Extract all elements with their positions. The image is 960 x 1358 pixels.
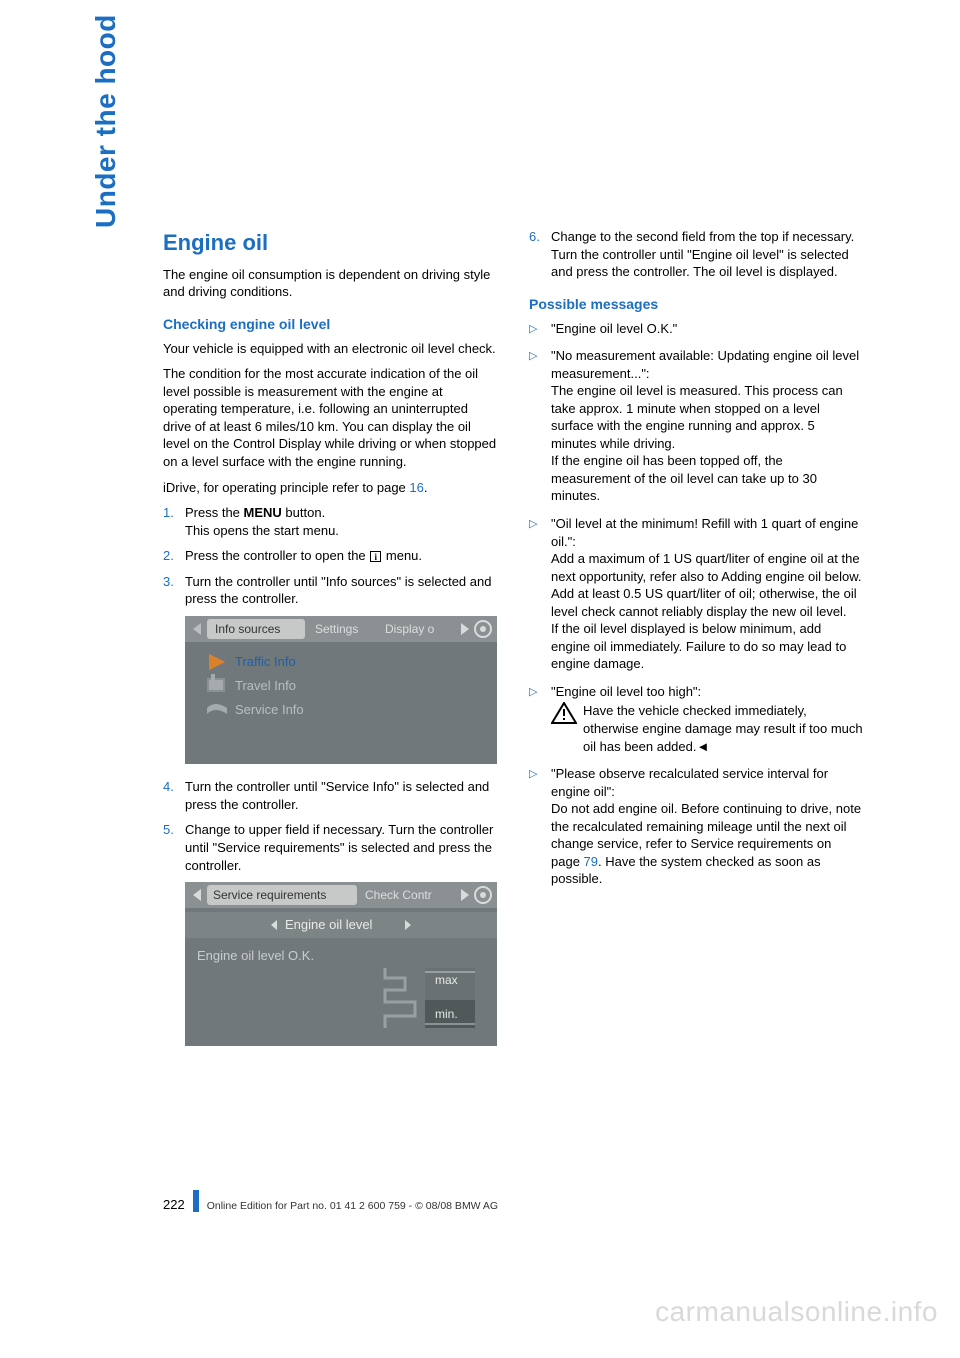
heading-messages: Possible messages: [529, 295, 863, 314]
idrive-post: .: [424, 480, 428, 495]
tab-info-sources: Info sources: [215, 622, 280, 636]
msg4-body: Have the vehicle checked immediately, ot…: [583, 702, 863, 755]
step-6-text: Change to the second field from the top …: [551, 228, 863, 281]
para-idrive: iDrive, for operating principle refer to…: [163, 479, 497, 497]
right-column: 6. Change to the second field from the t…: [529, 228, 863, 1061]
step-5-text: Change to upper field if necessary. Turn…: [185, 821, 497, 874]
step-5-num: 5.: [163, 821, 185, 874]
msg4-title: "Engine oil level too high":: [551, 684, 701, 699]
warning-triangle-icon: [551, 702, 577, 724]
msg5-title: "Please observe recalculated service int…: [551, 766, 828, 799]
step-2-num: 2.: [163, 547, 185, 565]
bullet-icon: ▷: [529, 320, 551, 338]
msg2-body2: If the engine oil has been topped off, t…: [551, 453, 817, 503]
footer: 222 Online Edition for Part no. 01 41 2 …: [163, 1190, 863, 1212]
step-1-num: 1.: [163, 504, 185, 539]
msg-no-measurement: "No measurement available: Updating engi…: [551, 347, 863, 505]
screenshot-info-sources: Info sources Settings Display o Traffic …: [185, 616, 497, 769]
status-ok: Engine oil level O.K.: [197, 948, 314, 963]
step-1-a: Press the: [185, 505, 244, 520]
msg3-body2: If the oil level displayed is below mini…: [551, 621, 846, 671]
step-3-text: Turn the controller until "Info sources"…: [185, 573, 497, 608]
step-2-text: Press the controller to open the i menu.: [185, 547, 497, 565]
left-column: Engine oil The engine oil consumption is…: [163, 228, 497, 1061]
msg2-title: "No measurement available: Updating engi…: [551, 348, 859, 381]
msg3-title: "Oil level at the minimum! Refill with 1…: [551, 516, 858, 549]
heading-engine-oil: Engine oil: [163, 228, 497, 258]
item-traffic: Traffic Info: [235, 654, 296, 669]
steps-list-cont: 4. Turn the controller until "Service In…: [163, 778, 497, 874]
para-equipped: Your vehicle is equipped with an electro…: [163, 340, 497, 358]
screenshot-service-req: Service requirements Check Contr Engine …: [185, 882, 497, 1051]
footer-text: Online Edition for Part no. 01 41 2 600 …: [207, 1200, 498, 1212]
step-6-num: 6.: [529, 228, 551, 281]
step-2-b: menu.: [382, 548, 422, 563]
tab-display: Display o: [385, 622, 435, 636]
row-oil-level: Engine oil level: [285, 917, 373, 932]
msg2-body: The engine oil level is measured. This p…: [551, 383, 843, 451]
menu-button-label: MENU: [244, 505, 282, 520]
bullet-icon: ▷: [529, 347, 551, 505]
para-condition: The condition for the most accurate indi…: [163, 365, 497, 470]
footer-bar: [193, 1190, 199, 1212]
msg-ok: "Engine oil level O.K.": [551, 320, 863, 338]
tab-service-req: Service requirements: [213, 888, 326, 902]
msg-minimum: "Oil level at the minimum! Refill with 1…: [551, 515, 863, 673]
msg-too-high: "Engine oil level too high": Have the ve…: [551, 683, 863, 755]
side-tab: Under the hood: [90, 14, 122, 228]
msg3-body: Add a maximum of 1 US quart/liter of eng…: [551, 551, 862, 619]
msg4-end-marker: ◄: [696, 739, 709, 754]
info-icon: i: [370, 551, 381, 562]
bullet-icon: ▷: [529, 515, 551, 673]
steps-list: 1. Press the MENU button. This opens the…: [163, 504, 497, 608]
gauge-max: max: [435, 973, 458, 987]
msg-recalculated: "Please observe recalculated service int…: [551, 765, 863, 888]
step-1-c: button.: [282, 505, 325, 520]
heading-checking: Checking engine oil level: [163, 315, 497, 334]
idrive-pre: iDrive, for operating principle refer to…: [163, 480, 409, 495]
step-1-text: Press the MENU button. This opens the st…: [185, 504, 497, 539]
step-4-text: Turn the controller until "Service Info"…: [185, 778, 497, 813]
steps-list-right: 6. Change to the second field from the t…: [529, 228, 863, 281]
item-service: Service Info: [235, 702, 304, 717]
step-3-num: 3.: [163, 573, 185, 608]
gauge-min: min.: [435, 1007, 458, 1021]
content-area: Engine oil The engine oil consumption is…: [163, 228, 863, 1061]
page-link-79[interactable]: 79: [584, 854, 598, 869]
bullet-icon: ▷: [529, 683, 551, 755]
step-1-d: This opens the start menu.: [185, 523, 339, 538]
intro-text: The engine oil consumption is dependent …: [163, 266, 497, 301]
msg4-body-text: Have the vehicle checked immediately, ot…: [583, 703, 863, 753]
item-travel: Travel Info: [235, 678, 296, 693]
tab-check-contr: Check Contr: [365, 888, 432, 902]
tab-settings: Settings: [315, 622, 358, 636]
bullet-icon: ▷: [529, 765, 551, 888]
messages-list: ▷ "Engine oil level O.K." ▷ "No measurem…: [529, 320, 863, 888]
step-2-a: Press the controller to open the: [185, 548, 369, 563]
watermark: carmanualsonline.info: [655, 1296, 938, 1328]
page-number: 222: [163, 1197, 185, 1212]
warning-block: Have the vehicle checked immediately, ot…: [551, 702, 863, 755]
page-link-16[interactable]: 16: [409, 480, 423, 495]
step-4-num: 4.: [163, 778, 185, 813]
